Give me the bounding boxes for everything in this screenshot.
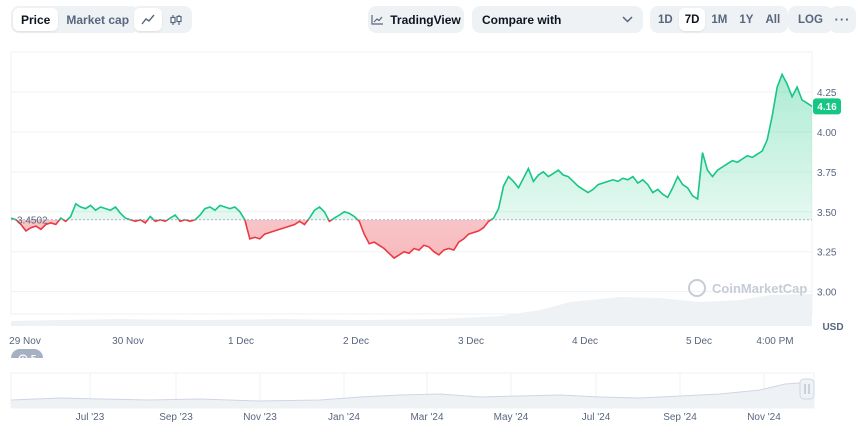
navigator-area <box>11 383 814 408</box>
x-tick-label: 5 Dec <box>686 336 712 347</box>
nav-tick-sep-23: Sep '23 <box>159 412 193 423</box>
price-chart: CoinMarketCap 3.00 3.25 3.50 3.75 4.00 4.25 2… <box>9 51 844 358</box>
time-range-toggle: 1D 7D 1M 1Y All <box>650 6 789 33</box>
range-1y-button[interactable]: 1Y <box>739 13 754 26</box>
x-axis: 29 Nov 30 Nov 1 Dec 2 Dec 3 Dec 4 Dec 5 Dec 4:0… <box>9 336 793 347</box>
x-tick-label: 3 Dec <box>458 336 484 347</box>
watermark-text: CoinMarketCap <box>712 281 807 296</box>
current-price-badge-bg <box>813 98 841 115</box>
history-icon <box>18 354 28 364</box>
range-all-button[interactable]: All <box>765 13 781 26</box>
coinmarketcap-watermark: CoinMarketCap <box>688 279 807 297</box>
range-1m-button[interactable]: 1M <box>711 13 728 26</box>
y-tick-label: 3.00 <box>817 288 837 299</box>
market-cap-tab[interactable]: Market cap <box>66 12 130 27</box>
log-scale-button[interactable]: LOG <box>798 13 823 26</box>
plot-frame <box>10 51 813 315</box>
y-tick-label: 4.25 <box>817 88 837 99</box>
events-badge-bg <box>11 349 43 358</box>
x-tick-label: 4 Dec <box>572 336 598 347</box>
chart-type-toggle <box>132 6 192 33</box>
chevron-down-icon <box>622 16 633 23</box>
price-marketcap-toggle: Price Market cap <box>11 6 140 33</box>
nav-tick-sep-24: Sep '24 <box>663 412 697 423</box>
price-line-up <box>10 72 813 220</box>
coinmarketcap-logo-icon <box>688 279 706 297</box>
nav-tick-jan-24: Jan '24 <box>328 412 360 423</box>
y-axis: 3.00 3.25 3.50 3.75 4.00 4.25 <box>817 88 837 299</box>
compare-with-label: Compare with <box>482 12 562 27</box>
events-badge-content[interactable]: 5 <box>11 350 43 368</box>
baseline-label: 3.4502 <box>17 216 48 227</box>
range-7d-button[interactable]: 7D <box>678 8 706 31</box>
nav-tick-mar-24: Mar '24 <box>410 412 443 423</box>
navigator-handle[interactable] <box>799 378 815 400</box>
events-badge[interactable] <box>11 349 43 358</box>
candlestick-icon <box>170 14 182 25</box>
x-tick-label: 29 Nov <box>9 336 41 347</box>
nav-tick-jul-23: Jul '23 <box>76 412 105 423</box>
area-below-baseline <box>16 219 492 259</box>
x-tick-label: 4:00 PM <box>756 336 793 347</box>
more-options-button[interactable]: ··· <box>834 12 851 27</box>
tradingview-label: TradingView <box>390 12 461 27</box>
x-tick-label: 1 Dec <box>228 336 254 347</box>
baseline-value: 3.4502 <box>17 216 48 227</box>
grid-lines <box>11 91 812 293</box>
more-options: ··· <box>829 6 856 33</box>
y-tick-label: 3.75 <box>817 168 837 179</box>
range-1d-button[interactable]: 1D <box>658 13 673 26</box>
navigator-line <box>10 382 814 402</box>
y-tick-label: 3.50 <box>817 208 837 219</box>
range-navigator[interactable]: Jul '23 Sep '23 Nov '23 Jan '24 Mar '24 … <box>0 370 860 437</box>
volume-area <box>11 294 812 326</box>
y-tick-label: 3.25 <box>817 248 837 259</box>
compare-with-dropdown[interactable]: Compare with <box>472 6 643 33</box>
tradingview-button[interactable]: TradingView <box>368 6 464 33</box>
events-count: 5 <box>30 353 37 365</box>
x-tick-label: 2 Dec <box>343 336 369 347</box>
candlestick-button[interactable] <box>162 8 190 31</box>
x-tick-label: 30 Nov <box>112 336 144 347</box>
log-toggle: LOG <box>788 6 833 33</box>
price-line-down <box>13 219 493 260</box>
chart-line-icon <box>371 15 384 25</box>
currency-unit: USD <box>822 322 843 333</box>
current-price-value: 4.16 <box>817 102 837 113</box>
nav-tick-may-24: May '24 <box>494 412 529 423</box>
nav-tick-jul-24: Jul '24 <box>582 412 611 423</box>
area-above-baseline <box>11 74 812 220</box>
line-chart-button[interactable] <box>134 8 162 31</box>
current-price-badge: 4.16 <box>813 98 841 115</box>
price-tab[interactable]: Price <box>13 8 59 31</box>
line-chart-icon <box>141 14 155 24</box>
y-tick-label: 4.00 <box>817 128 837 139</box>
nav-tick-nov-23: Nov '23 <box>243 412 277 423</box>
chart-toolbar: Price Market cap TradingView Compare wit… <box>0 0 860 40</box>
nav-tick-nov-24: Nov '24 <box>747 412 781 423</box>
navigator-axis: Jul '23 Sep '23 Nov '23 Jan '24 Mar '24 … <box>76 412 782 423</box>
